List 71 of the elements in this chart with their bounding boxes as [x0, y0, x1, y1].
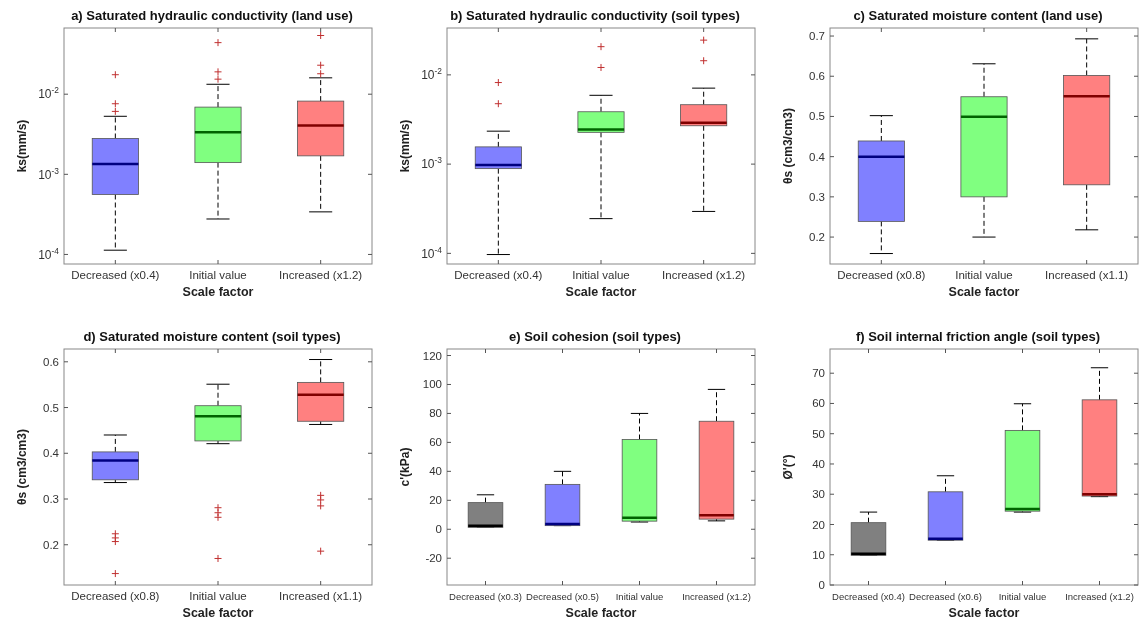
x-tick-label: Decreased (x0.6) — [909, 591, 982, 602]
y-tick-label: 70 — [812, 367, 825, 380]
y-tick-label: 20 — [429, 494, 442, 507]
y-tick-label: 0 — [818, 579, 825, 592]
y-tick-label: 0.4 — [809, 150, 826, 163]
x-tick-label: Decreased (x0.4) — [832, 591, 905, 602]
x-tick-label: Initial value — [572, 269, 630, 281]
y-tick-label: 0.5 — [43, 401, 59, 414]
y-axis-title: c'(kPa) — [398, 447, 412, 487]
y-tick-label: 0 — [435, 523, 442, 536]
y-tick-label: -20 — [425, 552, 442, 565]
y-tick-label: 100 — [422, 378, 442, 391]
y-tick-label: 50 — [812, 427, 825, 440]
x-tick-label: Decreased (x0.8) — [837, 269, 926, 281]
chart-title: e) Soil cohesion (soil types) — [509, 329, 681, 344]
y-tick-label: 80 — [429, 407, 442, 420]
y-axis-title: θs (cm3/cm3) — [781, 108, 795, 184]
y-tick-label: 10$^{-3}$ — [38, 165, 60, 182]
x-axis-title: Scale factor — [948, 285, 1020, 299]
y-tick-label: 10$^{-2}$ — [38, 85, 60, 102]
x-axis-title: Scale factor — [565, 606, 637, 620]
y-tick-label: 20 — [812, 518, 825, 531]
chart-title: f) Soil internal friction angle (soil types) — [855, 329, 1101, 344]
chart-title: d) Saturated moisture content (soil types) — [83, 329, 341, 344]
y-axis-title: ks(mm/s) — [398, 119, 412, 173]
y-tick-label: 60 — [429, 436, 442, 449]
y-tick-label: 0.6 — [809, 70, 825, 83]
x-tick-label: Initial value — [189, 590, 247, 602]
y-tick-label: 0.6 — [43, 355, 59, 368]
x-tick-label: Increased (x1.2) — [279, 269, 363, 281]
x-tick-label: Initial value — [998, 591, 1047, 602]
y-tick-label: 40 — [429, 465, 442, 478]
x-tick-label: Decreased (x0.3) — [449, 591, 522, 602]
y-tick-label: 30 — [812, 488, 825, 501]
x-tick-label: Decreased (x0.8) — [71, 590, 160, 602]
x-axis-title: Scale factor — [565, 285, 637, 299]
y-tick-label: 10 — [812, 548, 825, 561]
chart-title: b) Saturated hydraulic conductivity (soil types) — [450, 8, 740, 23]
y-tick-label: 120 — [422, 349, 442, 362]
x-tick-label: Initial value — [955, 269, 1013, 281]
x-tick-label: Decreased (x0.5) — [526, 591, 599, 602]
x-tick-label: Increased (x1.2) — [682, 591, 751, 602]
x-axis-title: Scale factor — [182, 285, 254, 299]
x-tick-label: Initial value — [189, 269, 247, 281]
y-axis-title: Ø'(°) — [781, 454, 795, 480]
y-tick-label: 10$^{-2}$ — [421, 66, 443, 83]
x-axis-title: Scale factor — [182, 606, 254, 620]
chart-title: c) Saturated moisture content (land use) — [853, 8, 1103, 23]
y-tick-label: 10$^{-4}$ — [421, 244, 443, 261]
x-tick-label: Initial value — [615, 591, 664, 602]
x-tick-label: Increased (x1.2) — [662, 269, 746, 281]
y-tick-label: 10$^{-4}$ — [38, 245, 60, 262]
y-tick-label: 0.2 — [43, 538, 59, 551]
x-tick-label: Increased (x1.1) — [279, 590, 363, 602]
y-axis-title: θs (cm3/cm3) — [15, 429, 29, 505]
y-tick-label: 0.5 — [809, 110, 825, 123]
y-tick-label: 0.4 — [43, 447, 60, 460]
x-tick-label: Decreased (x0.4) — [454, 269, 543, 281]
y-tick-label: 60 — [812, 397, 825, 410]
y-tick-label: 0.7 — [809, 30, 825, 43]
y-tick-label: 0.3 — [809, 190, 825, 203]
y-tick-label: 0.3 — [43, 493, 59, 506]
y-tick-label: 0.2 — [809, 231, 825, 244]
x-tick-label: Increased (x1.1) — [1045, 269, 1129, 281]
y-tick-label: 40 — [812, 458, 825, 470]
x-axis-title: Scale factor — [948, 606, 1020, 620]
y-tick-label: 10$^{-3}$ — [421, 155, 443, 172]
y-axis-title: ks(mm/s) — [15, 119, 29, 173]
x-tick-label: Decreased (x0.4) — [71, 269, 160, 281]
chart-title: a) Saturated hydraulic conductivity (land use) — [71, 8, 353, 23]
x-tick-label: Increased (x1.2) — [1065, 591, 1134, 602]
